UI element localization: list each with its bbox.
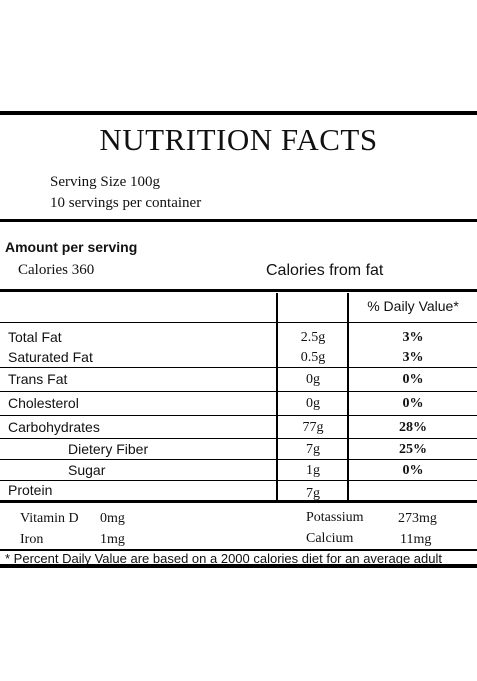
- nutrient-name: Dietery Fiber: [68, 441, 149, 457]
- row-rule: [0, 438, 477, 439]
- nutrient-amount: 0g: [306, 372, 320, 387]
- nutrient-name: Carbohydrates: [8, 419, 100, 435]
- nutrient-daily-value: 28%: [399, 420, 427, 435]
- nutrition-label: NUTRITION FACTS Serving Size 100g 10 ser…: [0, 111, 477, 568]
- calcium-value: 11mg: [400, 532, 432, 547]
- nutrient-amount: 1g: [306, 463, 320, 478]
- table-row: Cholesterol 0g 0%: [0, 392, 477, 415]
- table-header-rule: [0, 322, 477, 323]
- table-row: Sugar 1g 0%: [0, 459, 477, 482]
- calories-from-fat: Calories from fat: [266, 262, 384, 279]
- amount-divider: [0, 289, 477, 292]
- potassium-value: 273mg: [398, 511, 437, 526]
- nutrient-name: Trans Fat: [8, 371, 68, 387]
- nutrient-name: Cholesterol: [8, 395, 79, 411]
- nutrient-name: Sugar: [68, 462, 106, 478]
- footnote-divider: [0, 549, 477, 551]
- nutrient-amount: 0.5g: [300, 350, 326, 365]
- iron-value: 1mg: [100, 532, 125, 547]
- daily-value-header: % Daily Value*: [367, 298, 459, 314]
- nutrient-daily-value: 0%: [402, 372, 424, 387]
- nutrient-daily-value: 3%: [402, 330, 424, 345]
- row-rule: [0, 480, 477, 481]
- row-rule: [0, 391, 477, 392]
- nutrient-daily-value: 3%: [402, 350, 424, 365]
- calcium-label: Calcium: [306, 531, 354, 546]
- potassium-label: Potassium: [306, 510, 364, 525]
- nutrient-amount: 7g: [306, 442, 320, 457]
- calories: Calories 360: [18, 262, 95, 278]
- iron-label: Iron: [20, 532, 44, 547]
- table-row: Carbohydrates 77g 28%: [0, 416, 477, 439]
- footnote: * Percent Daily Value are based on a 200…: [5, 551, 442, 566]
- nutrient-name: Total Fat: [8, 329, 62, 345]
- vitamin-d-label: Vitamin D: [20, 511, 79, 526]
- table-column-divider-1: [276, 293, 278, 501]
- amount-per-serving-heading: Amount per serving: [5, 239, 138, 255]
- vitamin-d-value: 0mg: [100, 511, 125, 526]
- table-column-divider-2: [347, 293, 349, 501]
- nutrient-daily-value: 0%: [402, 463, 424, 478]
- row-rule: [0, 367, 477, 368]
- table-row: Trans Fat 0g 0%: [0, 368, 477, 391]
- servings-per-container: 10 servings per container: [50, 195, 202, 211]
- table-row: Dietery Fiber 7g 25%: [0, 438, 477, 461]
- table-row: Protein 7g: [0, 479, 477, 502]
- serving-size: Serving Size 100g: [50, 174, 160, 190]
- label-title: NUTRITION FACTS: [99, 122, 378, 157]
- nutrient-amount: 0g: [306, 396, 320, 411]
- nutrient-daily-value: 25%: [399, 442, 427, 457]
- row-rule: [0, 459, 477, 460]
- nutrient-amount: 2.5g: [300, 330, 326, 345]
- nutrient-name: Saturated Fat: [8, 349, 93, 365]
- table-bottom-rule: [0, 500, 477, 503]
- nutrient-amount: 7g: [306, 486, 320, 501]
- header-divider: [0, 219, 477, 222]
- table-row: Saturated Fat 0.5g 3%: [0, 346, 477, 369]
- nutrient-name: Protein: [8, 482, 53, 498]
- table-row: Total Fat 2.5g 3%: [0, 326, 477, 349]
- row-rule: [0, 415, 477, 416]
- nutrient-amount: 77g: [302, 420, 324, 435]
- nutrient-daily-value: 0%: [402, 396, 424, 411]
